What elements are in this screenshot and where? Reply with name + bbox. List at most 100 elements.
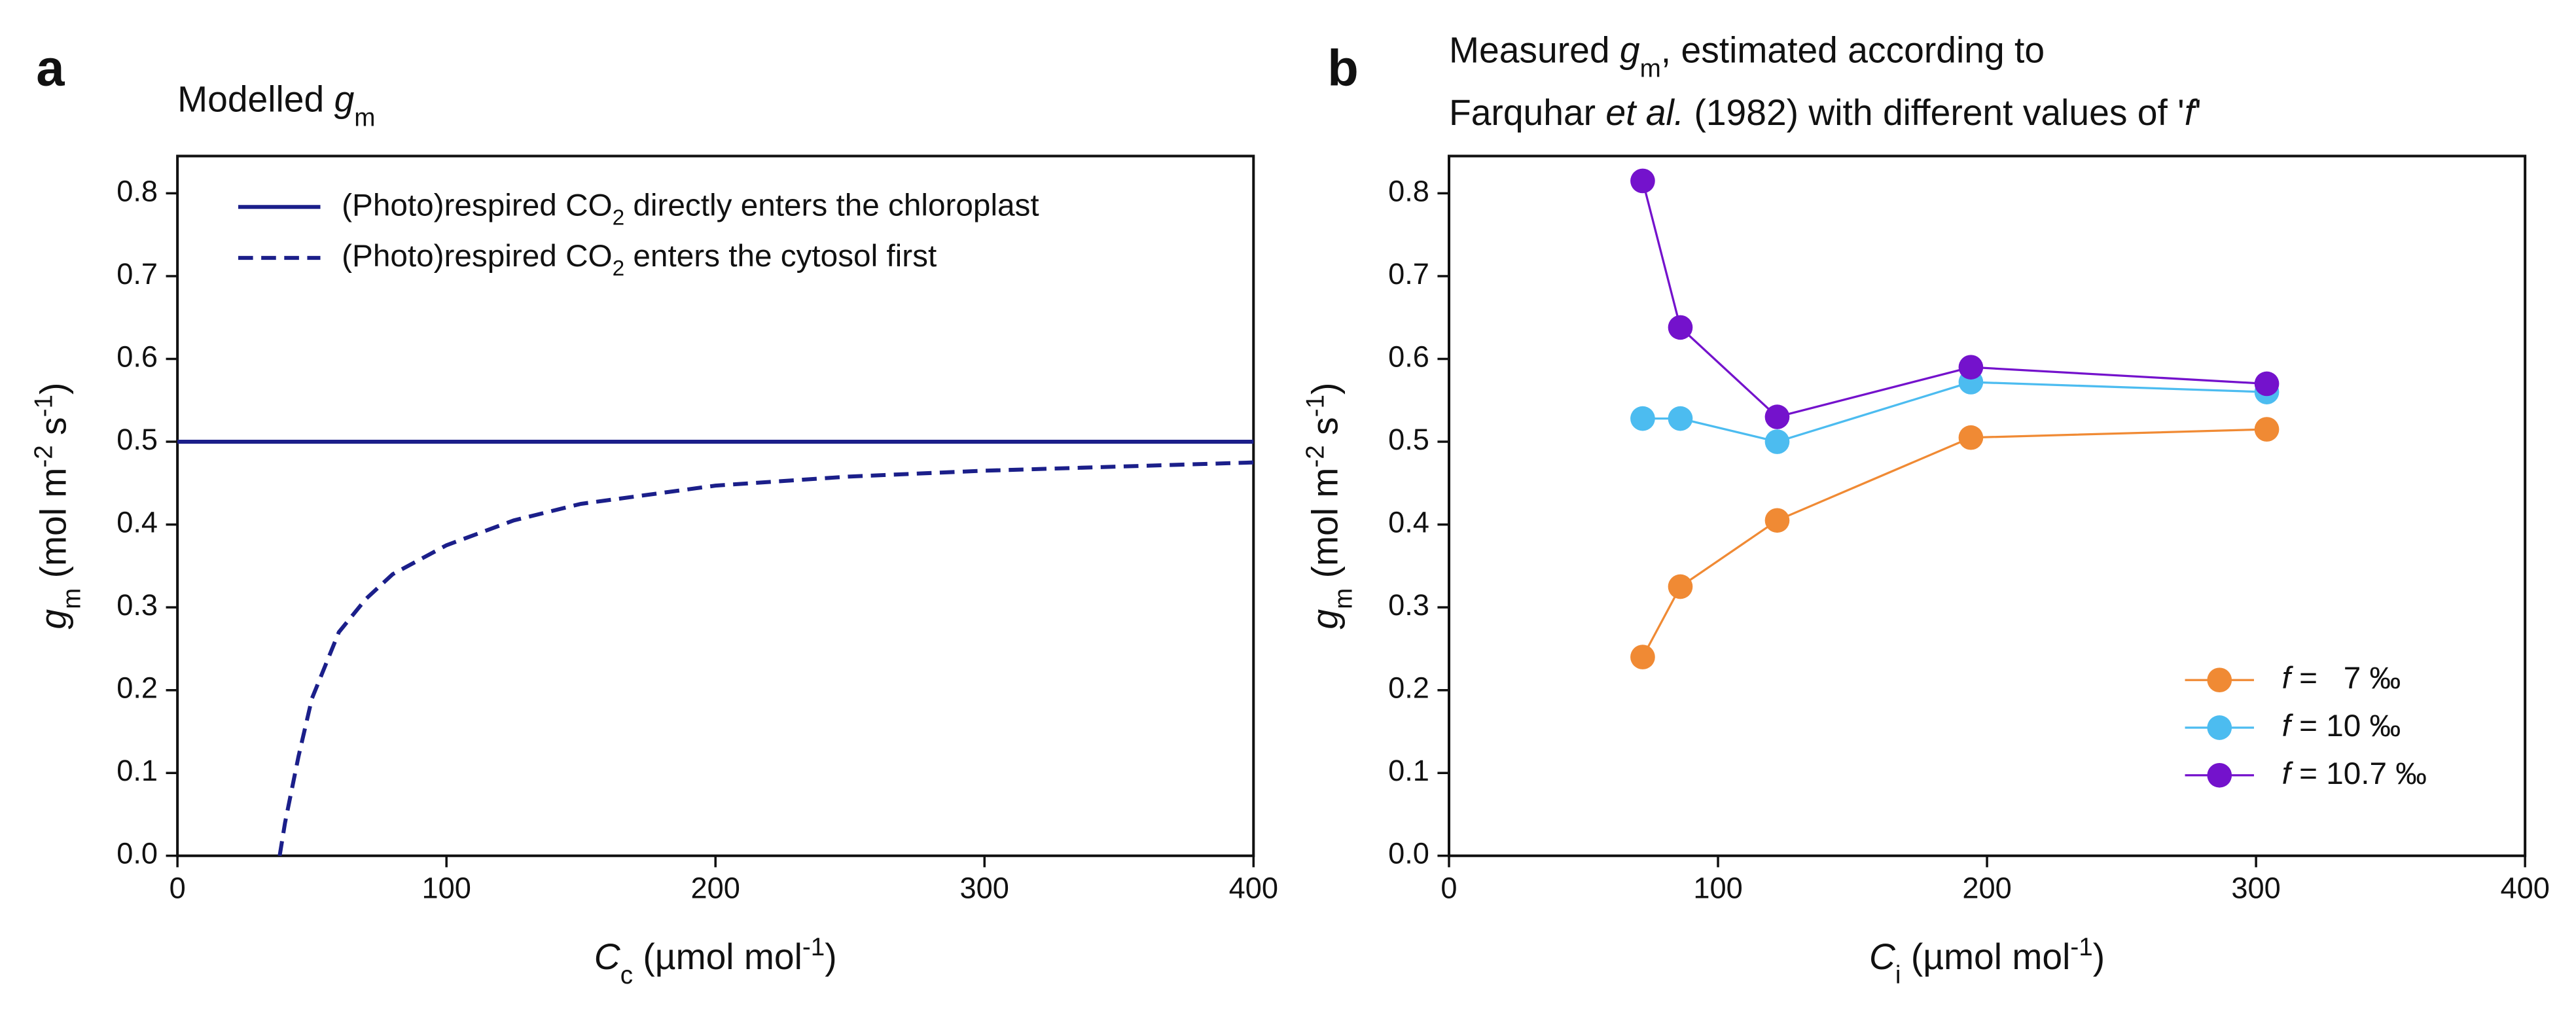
y-axis-label-part: -2 <box>1301 445 1329 467</box>
marker <box>1630 645 1655 669</box>
y-axis-label-part: s <box>1304 417 1345 445</box>
chart-title-part: m <box>1640 54 1661 82</box>
y-tick-label: 0.3 <box>116 588 158 622</box>
x-tick-label: 300 <box>2231 871 2280 904</box>
panel-label: a <box>36 41 65 97</box>
legend-label: f = 7 ‰ <box>2282 661 2401 696</box>
marker <box>1764 429 1790 454</box>
x-axis-label-part: -1 <box>2070 932 2092 961</box>
chart-title-part: Modelled <box>177 79 334 120</box>
x-tick-label: 0 <box>170 871 186 904</box>
y-axis-label-part: (mol m <box>33 468 73 588</box>
x-tick-label: 100 <box>1693 871 1742 904</box>
chart-subtitle-part: (1982) with different values of ' <box>1684 92 2185 133</box>
legend-label-part: = 10.7 ‰ <box>2291 756 2427 790</box>
x-axis-label-part: (µmol mol <box>633 936 802 977</box>
x-tick-label: 100 <box>421 871 471 904</box>
y-tick-label: 0.4 <box>116 506 158 539</box>
x-axis-label-part: c <box>620 961 633 989</box>
chart-subtitle-part: et al. <box>1605 92 1684 133</box>
x-axis-label-part: ) <box>825 936 836 977</box>
chart-subtitle-part: Farquhar <box>1449 92 1605 133</box>
legend-marker <box>2207 667 2232 693</box>
chart-title: Measured gm, estimated according to <box>1449 29 2045 82</box>
marker <box>1958 425 1984 450</box>
y-tick-label: 0.7 <box>116 257 158 291</box>
series-line <box>277 460 1254 857</box>
marker <box>1630 406 1655 431</box>
y-tick-label: 0.3 <box>1388 588 1429 622</box>
y-tick-label: 0.8 <box>1388 174 1429 207</box>
y-axis-label-part: m <box>1329 588 1357 609</box>
chart-title-part: g <box>334 79 355 120</box>
chart-subtitle-part: ' <box>2194 92 2202 133</box>
y-axis-label-part: (mol m <box>1304 468 1345 588</box>
panel-label: b <box>1327 41 1359 97</box>
x-axis-label-part: C <box>1869 936 1896 977</box>
y-axis-label-part: ) <box>33 383 73 395</box>
y-tick-label: 0.6 <box>116 340 158 373</box>
y-axis-label: gm (mol m-2 s-1) <box>29 383 86 630</box>
y-axis-label-part: g <box>1304 609 1345 630</box>
chart-title-part: , estimated according to <box>1661 29 2045 70</box>
legend-label-part: (Photo)respired CO <box>342 239 612 274</box>
x-axis-label: Cc (µmol mol-1) <box>594 932 837 989</box>
chart-title-part: Measured <box>1449 29 1620 70</box>
y-tick-label: 0.0 <box>1388 837 1429 870</box>
legend-marker <box>2207 715 2232 740</box>
legend-label-part: (Photo)respired CO <box>342 188 612 222</box>
legend-label-part: 2 <box>613 206 625 230</box>
y-axis-label-part: g <box>33 609 73 630</box>
x-axis-label-part: ) <box>2093 936 2105 977</box>
marker <box>2254 371 2280 397</box>
chart-title-part: g <box>1620 29 1640 70</box>
marker <box>1764 404 1790 429</box>
chart-title-part: m <box>354 103 375 132</box>
marker <box>1668 574 1693 599</box>
marker <box>1668 406 1693 431</box>
legend-label-part: 2 <box>613 257 625 281</box>
y-tick-label: 0.7 <box>1388 257 1429 291</box>
y-axis-label-part: -2 <box>29 445 58 467</box>
y-tick-label: 0.0 <box>116 837 158 870</box>
x-tick-label: 400 <box>2500 871 2549 904</box>
y-axis-label: gm (mol m-2 s-1) <box>1301 383 1357 630</box>
y-axis-label-part: -1 <box>29 395 58 417</box>
legend-label-part: directly enters the chloroplast <box>624 188 1039 222</box>
chart-subtitle: Farquhar et al. (1982) with different va… <box>1449 92 2202 133</box>
y-tick-label: 0.2 <box>1388 671 1429 705</box>
y-tick-label: 0.1 <box>116 754 158 787</box>
y-tick-label: 0.5 <box>1388 423 1429 456</box>
x-tick-label: 400 <box>1229 871 1278 904</box>
y-axis-label-part: ) <box>1304 383 1345 395</box>
y-axis-label-part: -1 <box>1301 395 1329 417</box>
plot-frame <box>1447 154 2527 857</box>
x-tick-label: 300 <box>960 871 1009 904</box>
y-tick-label: 0.4 <box>1388 506 1429 539</box>
series-line <box>1641 181 2267 418</box>
legend-label-part: = 10 ‰ <box>2291 709 2401 743</box>
x-tick-label: 200 <box>1962 871 2011 904</box>
legend-label: f = 10.7 ‰ <box>2282 756 2427 790</box>
y-tick-label: 0.2 <box>116 671 158 705</box>
marker <box>1958 355 1984 380</box>
marker <box>2254 417 2280 442</box>
x-axis-label-part: -1 <box>802 932 825 961</box>
x-axis-label-part: C <box>594 936 621 977</box>
marker <box>1630 168 1655 194</box>
y-tick-label: 0.5 <box>116 423 158 456</box>
marker <box>1668 315 1693 340</box>
legend-label-part: = 7 ‰ <box>2291 661 2401 696</box>
legend-label: f = 10 ‰ <box>2282 709 2401 743</box>
x-axis-label: Ci (µmol mol-1) <box>1869 932 2105 989</box>
legend-marker <box>2207 762 2232 788</box>
y-tick-label: 0.6 <box>1388 340 1429 373</box>
x-tick-label: 0 <box>1440 871 1457 904</box>
chart-title: Modelled gm <box>177 79 375 132</box>
y-tick-label: 0.1 <box>1388 754 1429 787</box>
series-line <box>1641 428 2267 658</box>
legend-label: (Photo)respired CO2 enters the cytosol f… <box>342 239 937 281</box>
y-axis-label-part: s <box>33 417 73 445</box>
